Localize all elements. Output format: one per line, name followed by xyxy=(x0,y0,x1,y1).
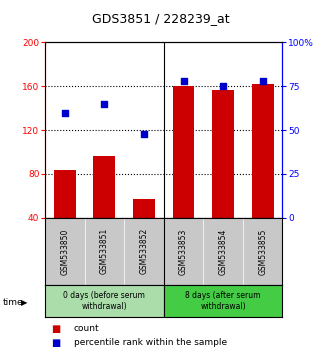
Point xyxy=(221,84,226,89)
Text: GDS3851 / 228239_at: GDS3851 / 228239_at xyxy=(92,12,229,25)
Text: 0 days (before serum
withdrawal): 0 days (before serum withdrawal) xyxy=(63,291,145,311)
Text: GSM533850: GSM533850 xyxy=(60,228,69,275)
Bar xyxy=(173,86,195,218)
Text: count: count xyxy=(74,324,100,333)
Text: GSM533852: GSM533852 xyxy=(139,228,148,274)
Point xyxy=(260,78,265,84)
Text: ▶: ▶ xyxy=(21,298,27,307)
Text: 8 days (after serum
withdrawal): 8 days (after serum withdrawal) xyxy=(185,291,261,311)
Point xyxy=(141,131,146,136)
Text: percentile rank within the sample: percentile rank within the sample xyxy=(74,338,227,347)
Text: GSM533854: GSM533854 xyxy=(219,228,228,275)
Text: ■: ■ xyxy=(51,324,61,333)
Bar xyxy=(252,84,273,218)
Bar xyxy=(164,285,282,317)
Point xyxy=(181,78,186,84)
Text: GSM533851: GSM533851 xyxy=(100,228,109,274)
Bar xyxy=(212,90,234,218)
Text: GSM533855: GSM533855 xyxy=(258,228,267,275)
Bar xyxy=(45,285,164,317)
Text: GSM533853: GSM533853 xyxy=(179,228,188,275)
Bar xyxy=(54,170,76,218)
Point xyxy=(62,110,67,115)
Text: ■: ■ xyxy=(51,338,61,348)
Text: time: time xyxy=(3,298,24,307)
Bar xyxy=(133,199,155,218)
Point xyxy=(102,101,107,107)
Bar xyxy=(93,156,115,218)
